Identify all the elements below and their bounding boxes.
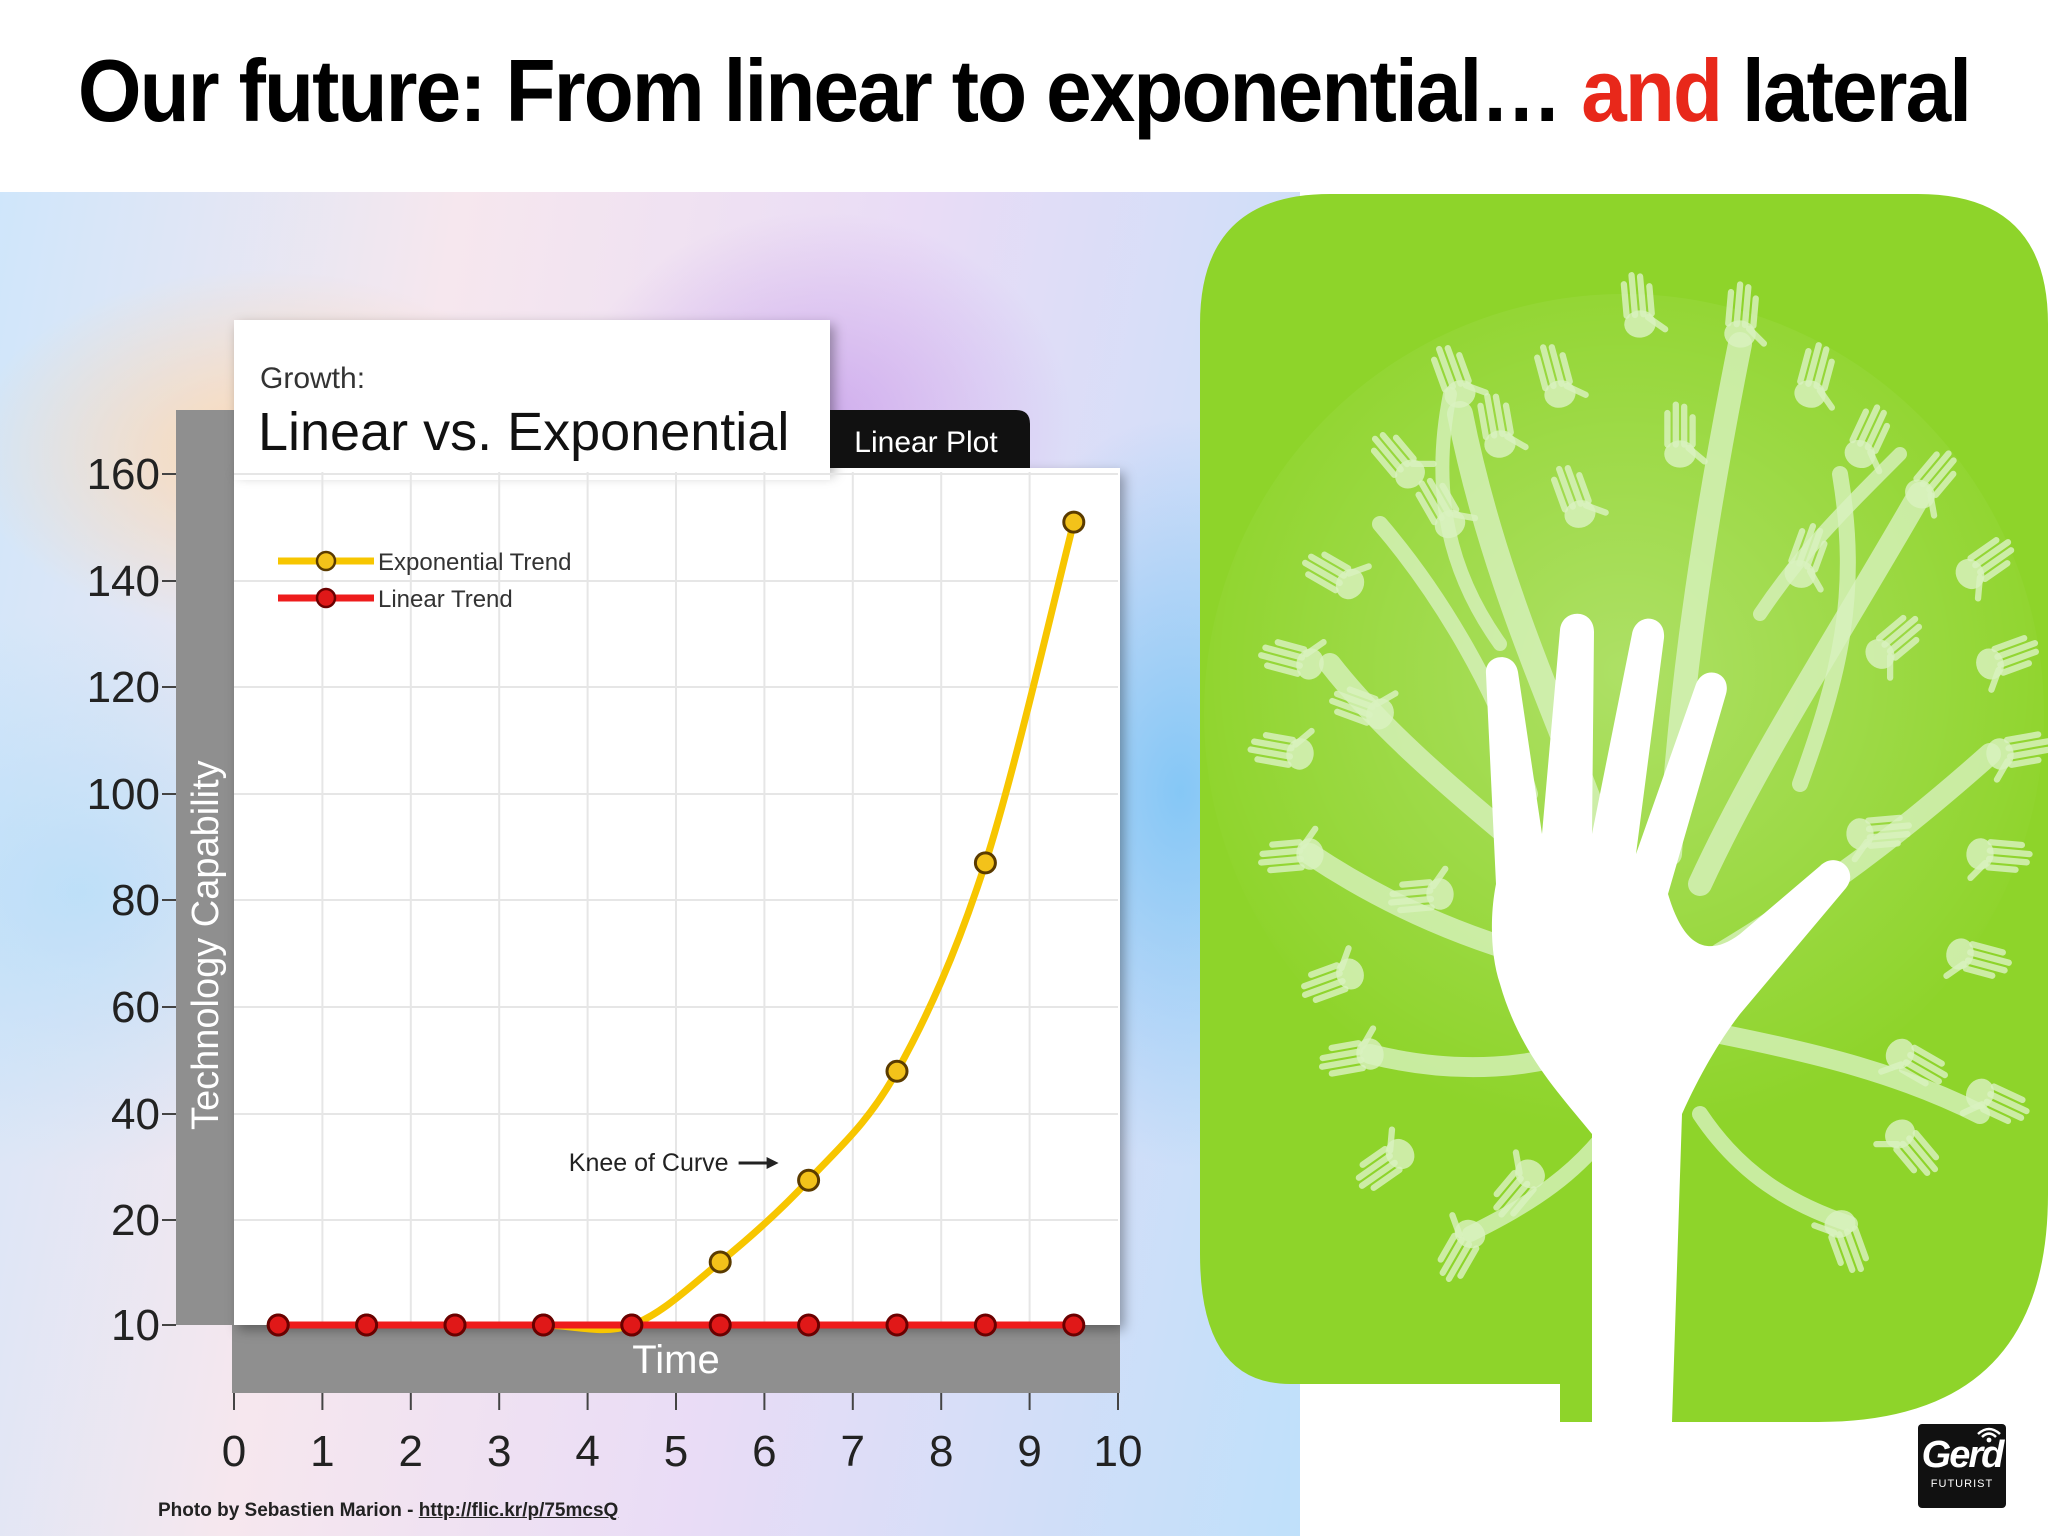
y-tick-100: 100 xyxy=(87,770,160,819)
x-tick-2: 2 xyxy=(399,1427,423,1476)
x-tick-4: 4 xyxy=(575,1427,599,1476)
series-1-point-7 xyxy=(885,1313,909,1337)
series-1-point-3 xyxy=(531,1313,555,1337)
legend: Exponential Trend Linear Trend xyxy=(278,549,571,613)
x-tick-labels: 0 1 2 3 4 5 6 7 8 9 10 xyxy=(222,1393,1143,1476)
x-axis-label: Time xyxy=(632,1338,719,1382)
branch-6 xyxy=(1688,482,1932,896)
gerd-logo: Gerd FUTURIST xyxy=(1918,1424,2006,1508)
hand-tree-illustration xyxy=(1200,194,2048,1422)
legend-marker-linear xyxy=(315,587,337,609)
series-0-point-9 xyxy=(1062,510,1086,534)
y-tick-160: 160 xyxy=(87,450,160,499)
series-1-point-9 xyxy=(1062,1313,1086,1337)
series-0-point-7 xyxy=(885,1059,909,1083)
series-0-point-6 xyxy=(797,1168,821,1192)
series-1-point-2 xyxy=(443,1313,467,1337)
photo-credit-prefix: Photo by Sebastien Marion - xyxy=(158,1500,419,1521)
photo-credit-link[interactable]: http://flic.kr/p/75mcsQ xyxy=(418,1500,619,1521)
series-1-point-5 xyxy=(708,1313,732,1337)
photo-credit: Photo by Sebastien Marion - http://flic.… xyxy=(158,1500,618,1522)
headline: Our future: From linear to exponential… … xyxy=(72,40,1977,142)
series-1-point-4 xyxy=(620,1313,644,1337)
logo-subtitle: FUTURIST xyxy=(1930,1478,1994,1490)
y-tick-labels: 10 20 40 60 80 100 120 140 160 xyxy=(87,450,176,1350)
series-1-point-0 xyxy=(266,1313,290,1337)
y-tick-10: 10 xyxy=(111,1301,160,1350)
chart-grid xyxy=(234,472,1118,1325)
branch-8 xyxy=(1710,1024,1990,1124)
series-0-point-5 xyxy=(708,1250,732,1274)
y-tick-120: 120 xyxy=(87,663,160,712)
x-tick-5: 5 xyxy=(664,1427,688,1476)
y-tick-140: 140 xyxy=(87,557,160,606)
legend-label-linear: Linear Trend xyxy=(378,586,513,613)
y-axis-band xyxy=(176,410,234,1325)
linear-plot-tag xyxy=(830,410,1030,468)
y-tick-60: 60 xyxy=(111,983,160,1032)
x-tick-8: 8 xyxy=(929,1427,953,1476)
y-tick-40: 40 xyxy=(111,1090,160,1139)
legend-label-exponential: Exponential Trend xyxy=(378,549,571,576)
y-axis-label: Technology Capability xyxy=(185,760,227,1130)
x-tick-6: 6 xyxy=(752,1427,776,1476)
knee-arrow-icon xyxy=(738,1157,779,1169)
linear-plot-tag-label: Linear Plot xyxy=(854,426,998,459)
x-tick-7: 7 xyxy=(841,1427,865,1476)
headline-accent: and xyxy=(1581,41,1723,140)
y-tick-20: 20 xyxy=(111,1196,160,1245)
x-tick-1: 1 xyxy=(310,1427,334,1476)
series-0-point-8 xyxy=(973,851,997,875)
wifi-icon xyxy=(1977,1427,2001,1443)
series-1-point-6 xyxy=(797,1313,821,1337)
x-tick-3: 3 xyxy=(487,1427,511,1476)
chart-supertitle: Growth: xyxy=(260,362,365,395)
x-tick-9: 9 xyxy=(1017,1427,1041,1476)
series-1-point-8 xyxy=(973,1313,997,1337)
knee-arrow-head xyxy=(766,1157,779,1169)
knee-annotation: Knee of Curve xyxy=(569,1149,729,1177)
branch-12 xyxy=(1753,447,1907,621)
headline-end: lateral xyxy=(1742,41,1972,140)
series-points xyxy=(266,510,1086,1337)
headline-main: Our future: From linear to exponential… xyxy=(77,41,1562,140)
x-axis-band xyxy=(232,1325,1120,1393)
growth-chart: Linear Plot 10 20 40 60 80 100 120 140 160 0 1 2 3 4… xyxy=(87,320,1143,1476)
y-tick-80: 80 xyxy=(111,876,160,925)
chart-title: Linear vs. Exponential xyxy=(258,402,789,462)
x-tick-10: 10 xyxy=(1094,1427,1143,1476)
trunk-hand xyxy=(1485,613,1851,1422)
x-tick-0: 0 xyxy=(222,1427,246,1476)
series-1-point-1 xyxy=(355,1313,379,1337)
legend-marker-exponential xyxy=(315,550,337,572)
